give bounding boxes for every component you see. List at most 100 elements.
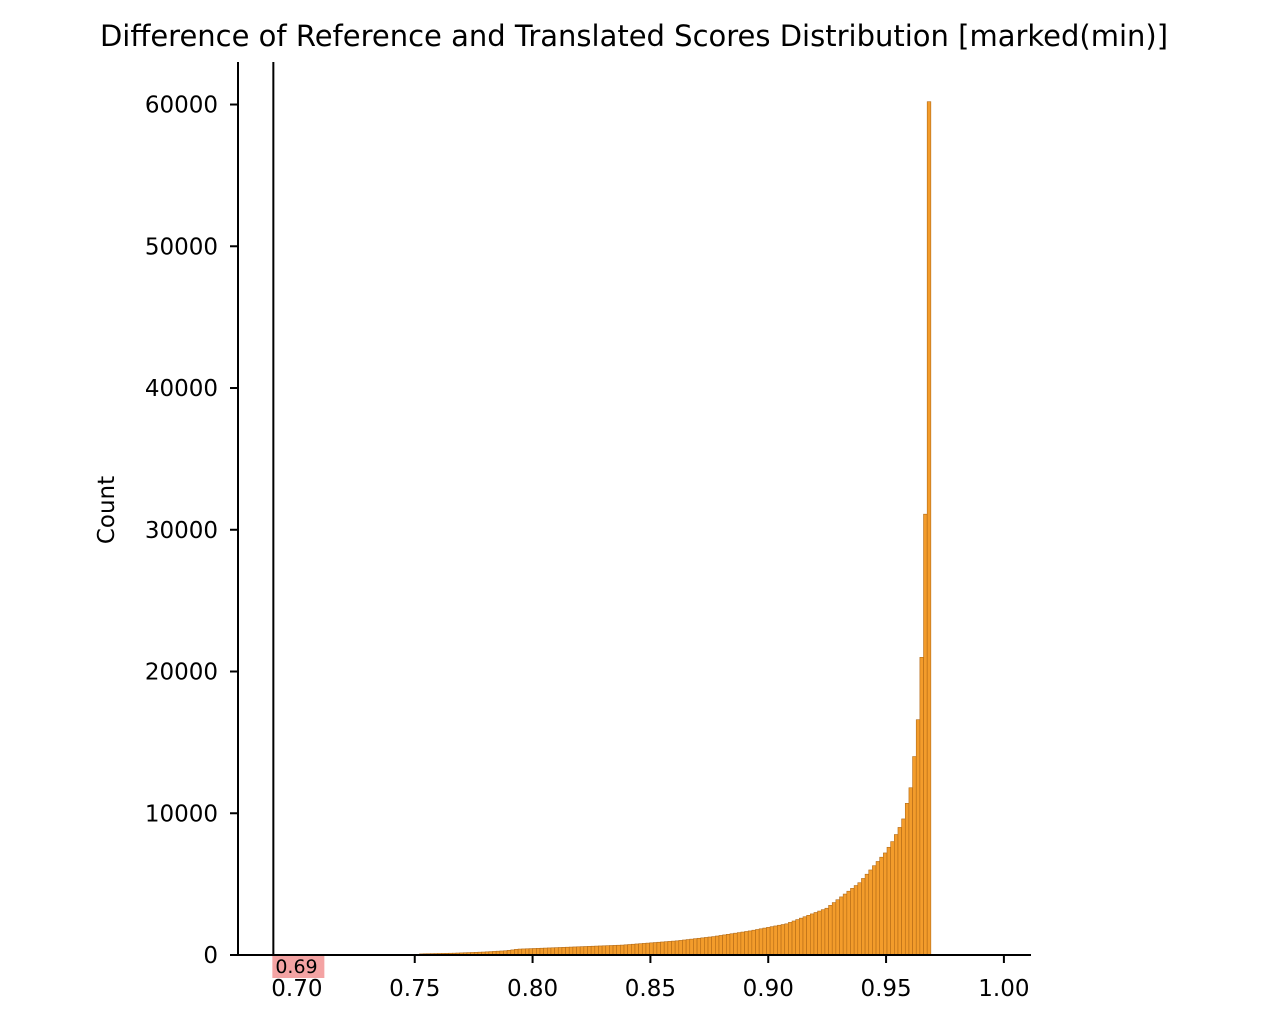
histogram-bar — [861, 878, 866, 956]
histogram-bar — [908, 787, 913, 956]
histogram-bar — [886, 846, 891, 956]
histogram-bar — [583, 946, 588, 956]
histogram-bar — [872, 865, 877, 956]
histogram-bar — [660, 941, 665, 956]
histogram-bar — [875, 861, 881, 956]
x-tick-label: 0.95 — [860, 976, 911, 1002]
histogram-bar — [740, 931, 745, 956]
min-marker-label-bg — [272, 956, 325, 978]
histogram-bar — [868, 869, 873, 956]
histogram-bar — [758, 928, 764, 956]
histogram-bar — [747, 930, 753, 956]
histogram-bar — [890, 841, 895, 956]
histogram-bar — [722, 934, 727, 956]
histogram-bar — [667, 941, 672, 956]
histogram-bar — [846, 890, 851, 956]
histogram-bar — [609, 945, 614, 956]
histogram-bar — [693, 938, 698, 956]
histogram-bar — [561, 947, 566, 956]
histogram-bar — [831, 902, 837, 956]
histogram-bar — [795, 919, 800, 956]
histogram-bar — [777, 924, 782, 956]
histogram-bar — [766, 927, 771, 956]
histogram-bar — [612, 945, 618, 956]
histogram-bar — [594, 945, 599, 956]
y-tick-label: 40000 — [145, 376, 218, 402]
y-tick-label: 30000 — [145, 518, 218, 544]
histogram-bar — [919, 657, 924, 956]
histogram-bar — [725, 934, 731, 956]
histogram-bar — [824, 907, 829, 956]
histogram-bar — [565, 946, 570, 956]
histogram-bar — [704, 937, 709, 956]
histogram-bar — [857, 882, 862, 956]
x-tick-label: 1.00 — [978, 976, 1029, 1002]
chart-title: Difference of Reference and Translated S… — [100, 19, 1168, 53]
histogram-bar — [828, 905, 833, 956]
histogram-bar — [810, 913, 815, 956]
histogram-bar — [791, 920, 796, 956]
histogram-bar — [579, 946, 585, 956]
histogram-bar — [788, 922, 793, 956]
histogram-bar — [780, 924, 786, 956]
y-tick-label: 60000 — [145, 93, 218, 119]
histogram-bar — [645, 942, 650, 956]
histogram-bar — [842, 893, 848, 956]
histogram-bar — [853, 885, 859, 956]
histogram-bar — [897, 827, 902, 956]
y-ticks: 0 10000 20000 30000 40000 50000 60000 — [145, 93, 238, 969]
histogram-bar — [799, 917, 804, 956]
histogram-bar — [568, 946, 574, 956]
histogram-bar — [715, 935, 720, 956]
x-tick-label: 0.90 — [743, 976, 794, 1002]
histogram-bar — [641, 943, 647, 956]
x-tick-label: 0.75 — [389, 976, 440, 1002]
histogram-bar — [638, 943, 643, 956]
histogram-bar — [923, 513, 928, 956]
min-marker-label: 0.69 — [275, 956, 317, 978]
histogram-bar — [631, 943, 636, 956]
histogram-bar — [682, 939, 687, 956]
histogram-bar — [547, 947, 552, 956]
histogram-bar — [620, 944, 625, 956]
histogram-bar — [543, 947, 548, 956]
histogram-bar — [616, 944, 621, 956]
min-marker: 0.69 — [272, 62, 325, 978]
histogram-bar — [894, 834, 899, 956]
histogram-bar — [674, 940, 680, 956]
histogram-bar — [707, 936, 712, 956]
histogram-bar — [623, 944, 628, 956]
x-tick-label: 0.85 — [625, 976, 676, 1002]
y-tick-label: 0 — [203, 943, 218, 969]
histogram-bar — [539, 947, 544, 956]
histogram-bar — [656, 941, 661, 956]
histogram-bar — [576, 946, 581, 956]
histogram-bar — [817, 910, 822, 956]
y-tick-label: 20000 — [145, 660, 218, 686]
histogram-bar — [802, 916, 807, 956]
histogram-bar — [554, 947, 559, 956]
histogram-bar — [751, 929, 756, 956]
histogram-bar — [769, 926, 775, 956]
histogram-bar — [718, 935, 723, 956]
histogram-bar — [744, 931, 749, 956]
y-tick-label: 50000 — [145, 234, 218, 260]
histogram-bar — [762, 927, 767, 956]
histogram-bar — [587, 946, 592, 956]
histogram-bar — [572, 946, 577, 956]
histogram-bar — [901, 818, 906, 956]
histogram-bar — [773, 925, 778, 956]
histogram-bar — [729, 933, 734, 956]
histogram-bar — [696, 937, 702, 956]
histogram-bar — [678, 940, 683, 956]
histogram-bar — [671, 940, 676, 956]
histogram-bar — [634, 943, 639, 956]
histogram-bar — [689, 938, 694, 956]
histogram-bar — [904, 803, 910, 956]
x-ticks: 0.70 0.75 0.80 0.85 0.90 0.95 1.00 — [271, 955, 1030, 1002]
histogram-bar — [663, 941, 669, 956]
histogram-bar — [883, 852, 888, 956]
histogram-bar — [700, 937, 705, 956]
histogram-bar — [733, 932, 738, 956]
histogram-bar — [605, 945, 610, 956]
